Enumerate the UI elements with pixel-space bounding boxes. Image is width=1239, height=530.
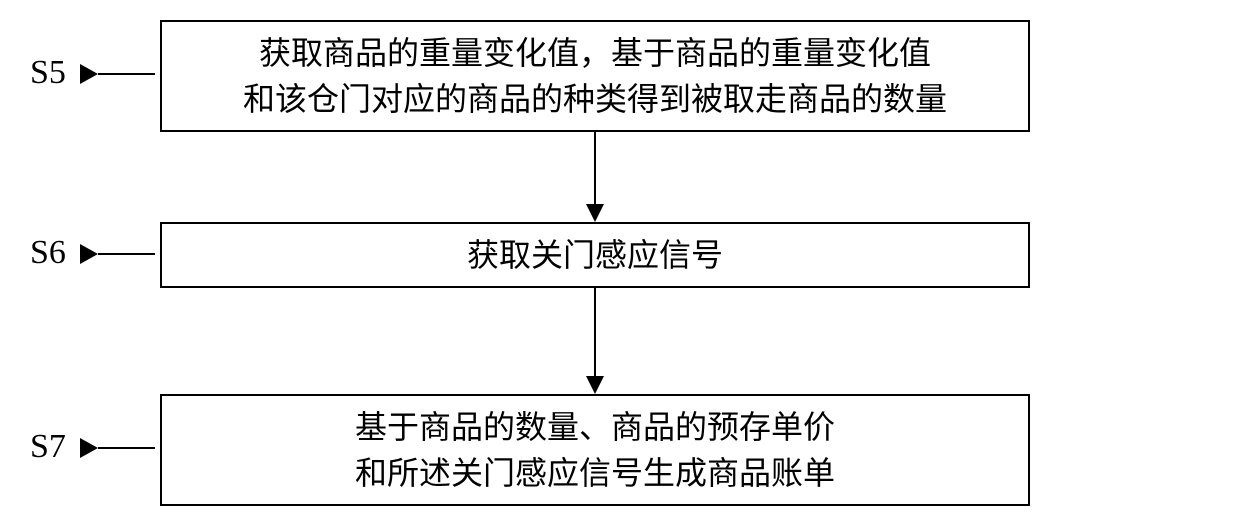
step-label-line-s7 (98, 447, 155, 449)
connector-s6-s7-arrow (586, 376, 604, 394)
connector-s6-s7-line (594, 288, 596, 376)
step-label-line-s6 (98, 253, 155, 255)
step-text-s7: 基于商品的数量、商品的预存单价 和所述关门感应信号生成商品账单 (355, 404, 835, 497)
step-label-s5-text: S5 (30, 54, 66, 91)
connector-s5-s6-arrow (586, 204, 604, 222)
step-text-s6: 获取关门感应信号 (467, 232, 723, 278)
step-label-s6-text: S6 (30, 234, 66, 271)
flowchart-canvas: S5 获取商品的重量变化值，基于商品的重量变化值 和该仓门对应的商品的种类得到被… (0, 0, 1239, 530)
connector-s5-s6-line (594, 132, 596, 204)
step-label-arrow-s7 (80, 438, 98, 458)
step-label-s6: S6 (30, 234, 66, 272)
step-label-s7-text: S7 (30, 428, 66, 465)
step-box-s7: 基于商品的数量、商品的预存单价 和所述关门感应信号生成商品账单 (160, 394, 1030, 506)
step-box-s5: 获取商品的重量变化值，基于商品的重量变化值 和该仓门对应的商品的种类得到被取走商… (160, 20, 1030, 132)
step-label-s5: S5 (30, 54, 66, 92)
step-label-line-s5 (98, 73, 155, 75)
step-text-s5: 获取商品的重量变化值，基于商品的重量变化值 和该仓门对应的商品的种类得到被取走商… (243, 30, 947, 123)
step-label-arrow-s5 (80, 64, 98, 84)
step-box-s6: 获取关门感应信号 (160, 222, 1030, 288)
step-label-arrow-s6 (80, 244, 98, 264)
step-label-s7: S7 (30, 428, 66, 466)
